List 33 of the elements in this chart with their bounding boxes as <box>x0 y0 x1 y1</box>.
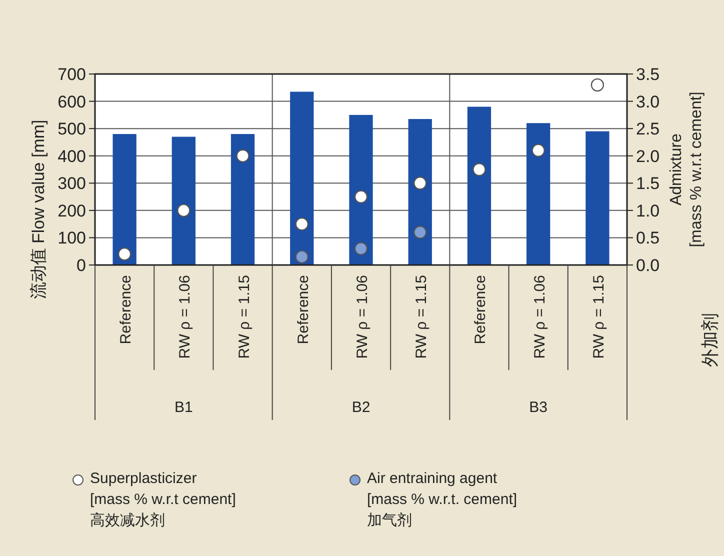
x-tick-label: Reference <box>294 275 312 344</box>
y2-tick-label: 3.0 <box>636 92 660 112</box>
y2-axis-title: Admixture [mass % w.r.t cement] <box>668 92 705 248</box>
y2-tick-label: 0.0 <box>636 256 660 275</box>
y2-tick-label: 1.0 <box>636 201 660 220</box>
y-tick-label: 0 <box>76 256 86 275</box>
y-tick-label: 600 <box>58 92 86 112</box>
x-tick-label: RW ρ = 1.15 <box>590 275 608 359</box>
y-tick-label: 700 <box>58 65 86 84</box>
y2-tick-label: 2.0 <box>636 146 660 166</box>
y-tick-label: 100 <box>58 228 86 248</box>
x-tick-label: RW ρ = 1.15 <box>413 275 430 359</box>
x-tick-label: Reference <box>472 275 490 344</box>
legend-label: Air entraining agent [mass % w.r.t. cement] 加气剂 <box>367 469 518 531</box>
y-axis-title: 流动值 Flow value [mm] <box>29 120 48 300</box>
text: B2 <box>352 399 370 416</box>
y2-tick-label: 3.5 <box>636 65 660 84</box>
y-tick-label: 400 <box>58 146 86 166</box>
x-tick-label: RW ρ = 1.06 <box>354 275 371 359</box>
text: B1 <box>174 399 193 416</box>
legend-label: Superplasticizer [mass % w.r.t cement] 高效减水剂 <box>90 469 236 531</box>
y2-tick-label: 1.5 <box>636 174 660 194</box>
x-tick-label: Reference <box>118 275 135 344</box>
text: B3 <box>529 399 548 416</box>
x-tick-label: RW ρ = 1.06 <box>176 275 194 359</box>
x-tick-label: RW ρ = 1.06 <box>531 275 548 359</box>
y-tick-label: 200 <box>58 201 86 220</box>
y2-tick-label: 0.5 <box>636 228 660 248</box>
y2-tick-label: 2.5 <box>636 120 660 139</box>
y-tick-label: 300 <box>58 174 86 194</box>
y-tick-label: 500 <box>58 120 86 139</box>
text: 外加剂 <box>700 313 720 367</box>
x-tick-label: RW ρ = 1.15 <box>236 275 253 359</box>
